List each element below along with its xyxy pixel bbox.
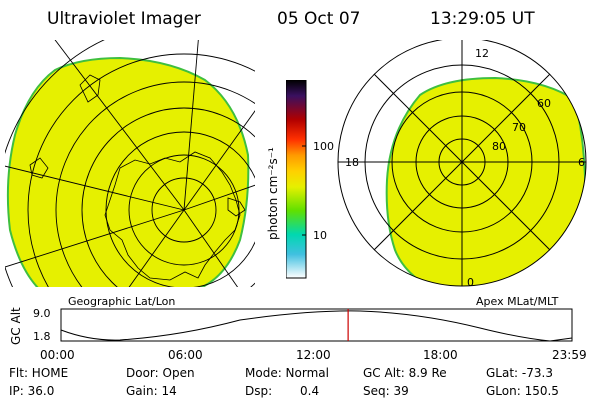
- altitude-ylabel: GC Alt: [9, 307, 23, 345]
- colorbar: [286, 80, 307, 279]
- geographic-map-panel: [5, 40, 255, 287]
- geographic-panel-label: Geographic Lat/Lon: [68, 295, 176, 308]
- coastline-outline: [29, 157, 49, 179]
- time-tick-2359: 23:59: [552, 348, 587, 362]
- auroral-emission-region: [385, 76, 586, 286]
- apex-mlat-mlt-panel: [337, 40, 587, 287]
- altitude-curve: [60, 310, 573, 342]
- mlat-label-80: 80: [492, 140, 506, 153]
- date-text: 05 Oct 07: [277, 9, 361, 29]
- altitude-plot: [60, 308, 573, 342]
- colorbar-tick-10: 10: [313, 229, 327, 242]
- longitude-lines: [5, 40, 255, 287]
- coastline-outline: [79, 74, 101, 103]
- time-tick-1800: 18:00: [423, 348, 458, 362]
- time-tick-0600: 06:00: [168, 348, 203, 362]
- glon-status: GLon: 150.5: [486, 384, 559, 398]
- mlt-label-18: 18: [345, 156, 359, 169]
- colorbar-tick-100: 100: [313, 140, 334, 153]
- door-status: Door: Open: [126, 366, 195, 380]
- dsp-value: 0.4: [300, 384, 320, 398]
- apex-panel-label: Apex MLat/MLT: [476, 295, 559, 308]
- gc-alt-status: GC Alt: 8.9 Re: [363, 366, 447, 380]
- mlt-label-12: 12: [475, 47, 489, 60]
- altitude-ytick-bottom: 1.8: [33, 330, 51, 343]
- mlat-label-60: 60: [537, 97, 551, 110]
- coastline-outline: [227, 197, 246, 217]
- mlt-label-6: 6: [578, 156, 585, 169]
- time-text: 13:29:05 UT: [430, 9, 535, 29]
- colorbar-unit-label: photon cm⁻²s⁻¹: [266, 147, 280, 240]
- flight-status: Flt: HOME: [9, 366, 69, 380]
- gain-status: Gain: 14: [126, 384, 177, 398]
- ip-status: IP: 36.0: [9, 384, 55, 398]
- mlat-label-70: 70: [512, 121, 526, 134]
- time-tick-0000: 00:00: [40, 348, 75, 362]
- glat-status: GLat: -73.3: [486, 366, 553, 380]
- time-tick-1200: 12:00: [296, 348, 331, 362]
- mlt-lines: [338, 40, 586, 286]
- seq-status: Seq: 39: [363, 384, 409, 398]
- instrument-title: Ultraviolet Imager: [47, 9, 201, 29]
- mode-status: Mode: Normal: [245, 366, 329, 380]
- dsp-label: Dsp:: [245, 384, 273, 398]
- continent-outline: [104, 151, 241, 281]
- mlt-label-0: 0: [467, 276, 474, 289]
- altitude-ytick-top: 9.0: [33, 307, 51, 320]
